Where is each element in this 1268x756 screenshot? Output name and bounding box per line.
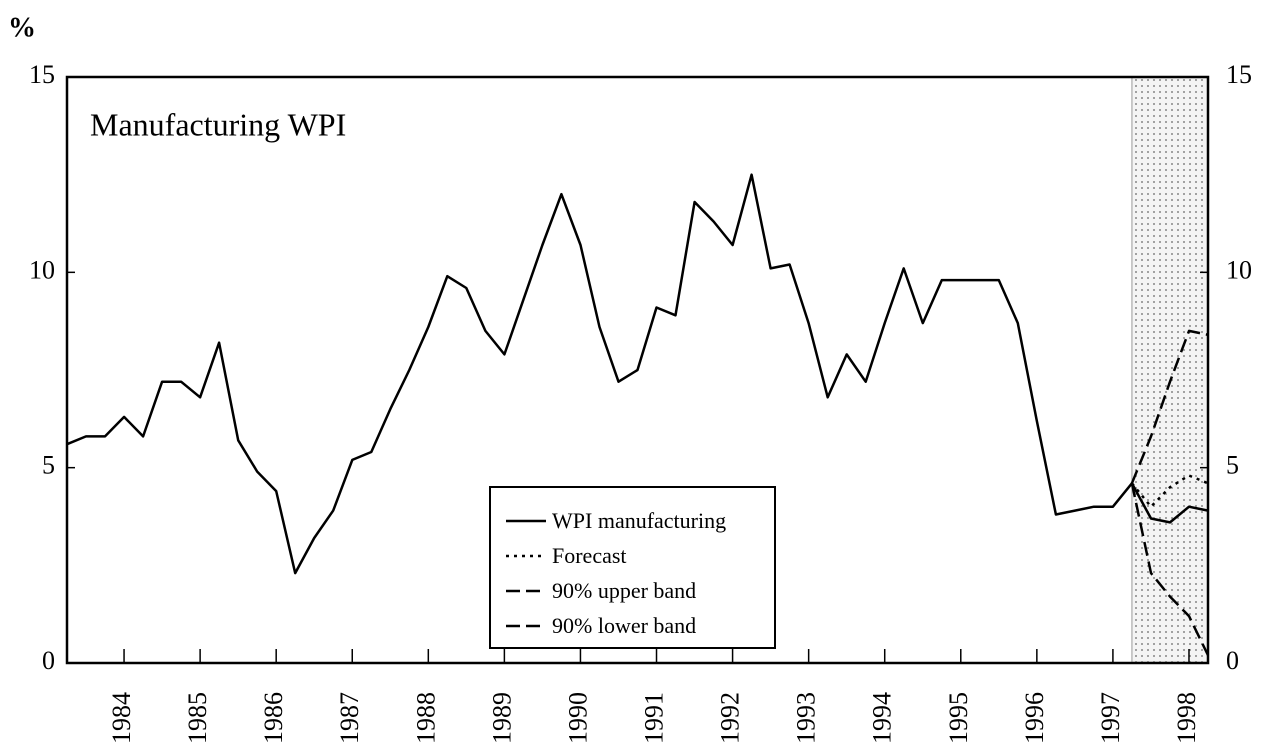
x-tick-label: 1988 xyxy=(411,692,440,744)
series-line xyxy=(66,173,1209,575)
x-tick-label: 1984 xyxy=(107,692,136,744)
y2-tick-label: 5 xyxy=(1226,451,1239,480)
series-line xyxy=(1130,329,1209,484)
x-tick-label: 1990 xyxy=(563,692,592,744)
legend-label: 90% lower band xyxy=(552,613,696,638)
x-tick-label: 1985 xyxy=(183,692,212,744)
y-tick-label: 15 xyxy=(29,60,55,89)
legend-label: 90% upper band xyxy=(552,578,696,603)
y-tick-label: 5 xyxy=(42,451,55,480)
y2-tick-label: 10 xyxy=(1226,255,1252,284)
x-tick-label: 1994 xyxy=(868,692,897,744)
series-line xyxy=(1130,483,1210,656)
y-axis-unit: % xyxy=(8,12,36,43)
x-tick-label: 1996 xyxy=(1020,692,1049,744)
legend-label: WPI manufacturing xyxy=(552,508,726,533)
x-tick-label: 1998 xyxy=(1172,692,1201,744)
x-tick-label: 1993 xyxy=(792,692,821,744)
x-tick-label: 1992 xyxy=(716,692,745,744)
chart-title: Manufacturing WPI xyxy=(90,106,346,142)
plot-frame xyxy=(65,75,1210,665)
legend-box xyxy=(489,486,776,649)
y2-tick-label: 0 xyxy=(1226,646,1239,675)
x-tick-label: 1987 xyxy=(335,692,364,744)
x-tick-label: 1989 xyxy=(487,692,516,744)
legend-label: Forecast xyxy=(552,543,627,568)
series-line xyxy=(1130,474,1209,508)
forecast-shade xyxy=(1131,76,1209,664)
y2-tick-label: 15 xyxy=(1226,60,1252,89)
x-tick-label: 1995 xyxy=(944,692,973,744)
x-tick-label: 1991 xyxy=(639,692,668,744)
x-tick-label: 1986 xyxy=(259,692,288,744)
y-tick-label: 10 xyxy=(29,255,55,284)
y-tick-label: 0 xyxy=(42,646,55,675)
x-tick-label: 1997 xyxy=(1096,692,1125,744)
